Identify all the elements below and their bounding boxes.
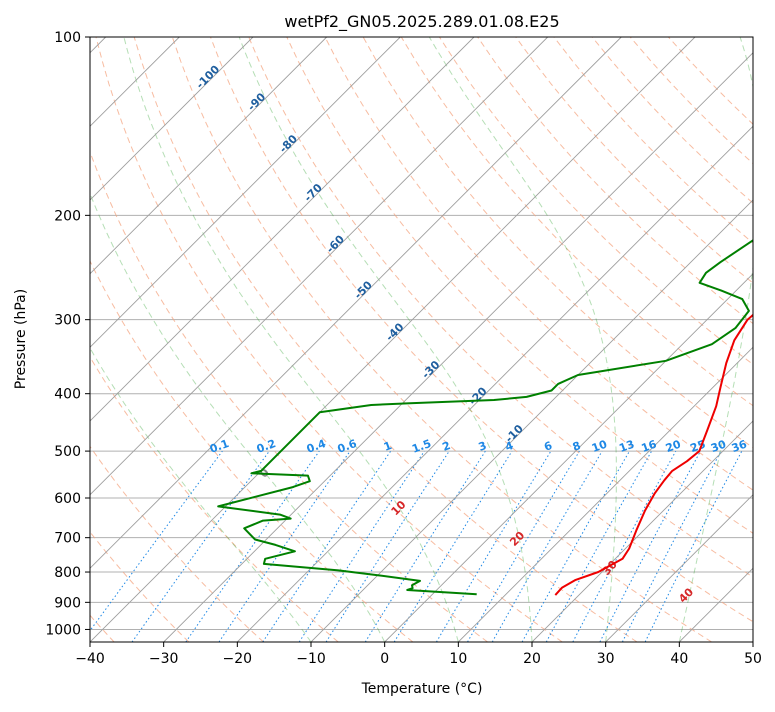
y-tick-label: 600 [54, 491, 81, 507]
y-tick-label: 800 [54, 565, 81, 581]
y-axis-label: Pressure (hPa) [13, 289, 29, 389]
y-tick-label: 300 [54, 313, 81, 329]
x-axis-ticks: −40 −30 −20 −10 0 10 20 30 40 50 [75, 642, 762, 667]
x-tick-label: 30 [597, 651, 615, 667]
chart-title: wetPf2_GN05.2025.289.01.08.E25 [284, 12, 559, 32]
y-tick-label: 500 [54, 444, 81, 460]
y-axis-ticks: 100 200 300 400 500 600 700 800 900 1000 [45, 30, 90, 638]
x-tick-label: −10 [296, 651, 326, 667]
x-tick-label: 20 [523, 651, 541, 667]
x-tick-label: −30 [149, 651, 179, 667]
x-tick-label: −20 [223, 651, 253, 667]
x-tick-label: 40 [670, 651, 688, 667]
y-tick-label: 1000 [45, 622, 81, 638]
y-tick-label: 400 [54, 387, 81, 403]
isotherm-line [753, 37, 775, 642]
x-tick-label: 50 [744, 651, 762, 667]
x-tick-label: 0 [380, 651, 389, 667]
y-tick-label: 700 [54, 531, 81, 547]
y-tick-label: 200 [54, 208, 81, 224]
plot-background [90, 37, 753, 642]
x-tick-label: 10 [449, 651, 467, 667]
x-tick-label: −40 [75, 651, 105, 667]
y-tick-label: 900 [54, 595, 81, 611]
x-axis-label: Temperature (°C) [361, 681, 483, 697]
y-tick-label: 100 [54, 30, 81, 46]
